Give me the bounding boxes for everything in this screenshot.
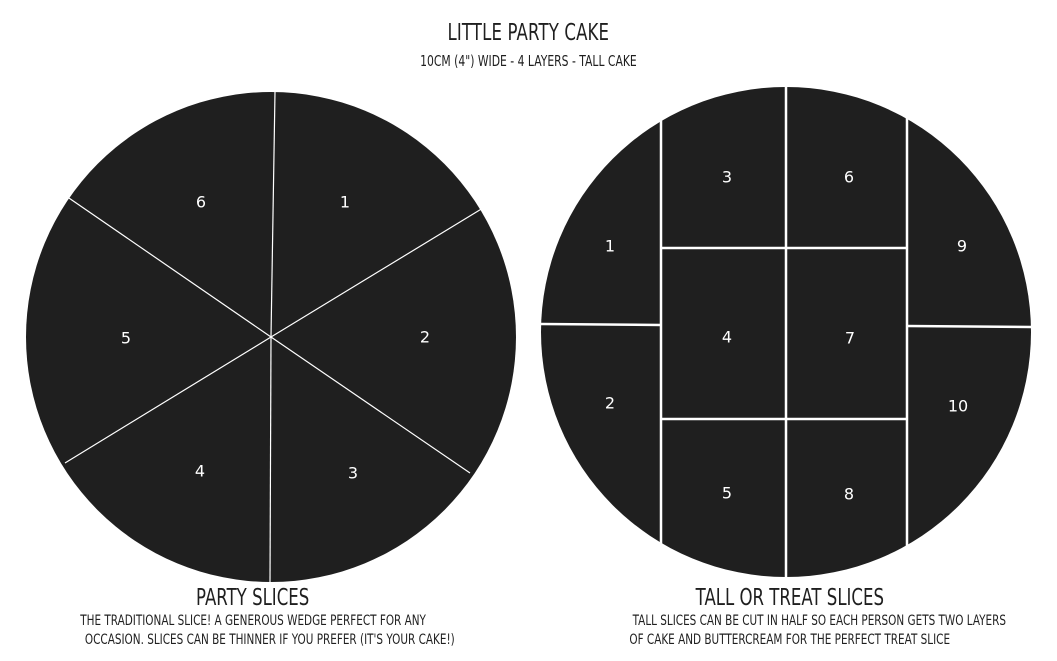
party-slice-label-1: 1: [340, 193, 350, 212]
page-subtitle: 10CM (4") WIDE - 4 LAYERS - TALL CAKE: [420, 52, 637, 70]
party-cut-line-6: [65, 195, 272, 338]
tall-slice-label-2: 2: [605, 394, 615, 413]
party-slice-label-5: 5: [121, 329, 131, 348]
tall-slices-title: TALL OR TREAT SLICES: [695, 585, 885, 611]
party-slices-title: PARTY SLICES: [196, 585, 310, 611]
party-cake: 1 2 3 4 5 6: [26, 91, 516, 583]
tall-cake: 1 2 3 4 5 6 7 8 9 10: [540, 87, 1032, 577]
party-cut-line-3: [270, 336, 471, 474]
party-slice-label-4: 4: [195, 462, 205, 481]
tall-slice-label-3: 3: [722, 168, 732, 187]
party-cut-line-5: [64, 336, 272, 464]
party-slices-description-line-2: OCCASION. SLICES CAN BE THINNER IF YOU P…: [84, 632, 455, 648]
tall-slices-description-line-1: TALL SLICES CAN BE CUT IN HALF SO EACH P…: [632, 613, 1007, 629]
party-cut-line-1: [270, 91, 276, 338]
party-cut-line-4: [269, 336, 272, 583]
tall-slice-label-5: 5: [722, 484, 732, 503]
tall-slices-description-line-2: OF CAKE AND BUTTERCREAM FOR THE PERFECT …: [629, 632, 951, 648]
tall-slice-label-6: 6: [844, 168, 854, 187]
tall-slice-label-10: 10: [948, 397, 968, 416]
tall-cut-line-right: [906, 324, 1032, 329]
party-cut-line-2: [270, 207, 484, 338]
party-slice-label-6: 6: [196, 193, 206, 212]
tall-cut-line-left: [540, 322, 662, 327]
tall-slice-label-4: 4: [722, 328, 732, 347]
tall-slice-label-7: 7: [845, 329, 855, 348]
party-slice-label-3: 3: [348, 464, 358, 483]
tall-slice-label-1: 1: [605, 237, 615, 256]
tall-slice-label-8: 8: [844, 485, 854, 504]
party-slices-caption: PARTY SLICES THE TRADITIONAL SLICE! A GE…: [13, 584, 493, 650]
tall-slices-caption: TALL OR TREAT SLICES TALL SLICES CAN BE …: [560, 584, 1020, 650]
tall-slice-label-9: 9: [957, 237, 967, 256]
header: LITTLE PARTY CAKE 10CM (4") WIDE - 4 LAY…: [0, 18, 1057, 71]
party-slices-description-line-1: THE TRADITIONAL SLICE! A GENEROUS WEDGE …: [80, 613, 426, 629]
party-slice-label-2: 2: [420, 328, 430, 347]
page-title: LITTLE PARTY CAKE: [447, 20, 610, 46]
